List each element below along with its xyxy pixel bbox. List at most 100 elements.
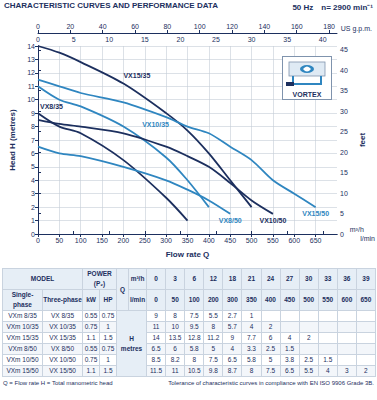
svg-text:10: 10: [340, 190, 348, 197]
html-text:VORTEX: VORTEX: [292, 91, 322, 98]
svg-text:9: 9: [31, 110, 35, 117]
svg-text:US g.p.m.: US g.p.m.: [341, 25, 372, 33]
svg-text:VX15/50: VX15/50: [302, 210, 329, 217]
svg-text:20: 20: [66, 23, 74, 30]
html-text:350: 350: [246, 296, 257, 303]
svg-text:180: 180: [323, 23, 335, 30]
html-text:HP: HP: [103, 296, 113, 303]
svg-text:140: 140: [259, 23, 271, 30]
svg-text:12: 12: [27, 69, 35, 76]
svg-text:40: 40: [319, 36, 327, 43]
html-text:50 Hz: 50 Hz: [292, 3, 314, 12]
svg-text:14: 14: [27, 43, 35, 50]
svg-text:0: 0: [340, 231, 344, 238]
svg-text:600: 600: [288, 237, 300, 244]
svg-text:7: 7: [31, 137, 35, 144]
svg-text:25: 25: [212, 36, 220, 43]
svg-text:2: 2: [31, 204, 35, 211]
svg-text:0: 0: [36, 23, 40, 30]
html-text:200: 200: [207, 296, 219, 303]
svg-text:m³/h: m³/h: [350, 226, 364, 233]
svg-text:550: 550: [267, 237, 279, 244]
svg-text:6: 6: [31, 150, 35, 157]
html-text:50: 50: [171, 296, 179, 303]
html-text:300: 300: [227, 296, 238, 303]
svg-text:VX8/35: VX8/35: [40, 103, 63, 110]
svg-text:650: 650: [310, 237, 322, 244]
svg-text:10: 10: [105, 36, 113, 43]
svg-text:0: 0: [36, 36, 40, 43]
svg-text:1: 1: [31, 217, 35, 224]
svg-text:80: 80: [163, 23, 171, 30]
svg-text:0: 0: [31, 231, 35, 238]
svg-text:100: 100: [194, 23, 206, 30]
svg-text:300: 300: [160, 237, 172, 244]
svg-text:l/min: l/min: [360, 235, 375, 242]
svg-text:20: 20: [340, 149, 348, 156]
html-text:MODEL: MODEL: [30, 275, 55, 282]
svg-text:60: 60: [131, 23, 139, 30]
svg-text:40: 40: [99, 23, 107, 30]
html-text:100: 100: [188, 296, 200, 303]
svg-text:Flow rate Q: Flow rate Q: [166, 250, 210, 259]
html-text:n= 2900 min⁻¹: n= 2900 min⁻¹: [321, 3, 373, 12]
svg-text:20: 20: [176, 36, 184, 43]
html-text:500: 500: [303, 296, 315, 303]
svg-text:25: 25: [340, 128, 348, 135]
html-text:39: 39: [362, 275, 370, 282]
svg-text:500: 500: [246, 237, 258, 244]
html-text:l/min: l/min: [129, 296, 146, 303]
html-text:m³/h: m³/h: [130, 275, 145, 282]
html-text:450: 450: [284, 296, 295, 303]
html-text:metres: metres: [120, 344, 143, 352]
svg-text:15: 15: [340, 169, 348, 176]
svg-text:30: 30: [248, 36, 256, 43]
svg-text:50: 50: [55, 237, 63, 244]
svg-text:VX10/35: VX10/35: [142, 121, 169, 128]
svg-text:10: 10: [27, 96, 35, 103]
svg-text:8: 8: [31, 123, 35, 130]
html-text:21: 21: [247, 275, 256, 282]
html-text:12: 12: [209, 275, 217, 282]
svg-text:100: 100: [75, 237, 87, 244]
svg-text:11: 11: [28, 83, 35, 90]
svg-text:VX10/50: VX10/50: [259, 217, 286, 224]
svg-text:35: 35: [340, 87, 348, 94]
svg-text:200: 200: [118, 237, 130, 244]
svg-text:250: 250: [139, 237, 151, 244]
html-text:Three-phase: Three-phase: [43, 296, 82, 303]
svg-text:15: 15: [141, 36, 149, 43]
svg-text:150: 150: [96, 237, 108, 244]
html-text:27: 27: [286, 275, 294, 282]
svg-text:5: 5: [72, 36, 76, 43]
html-text:POWER (P₂): POWER (P₂): [87, 270, 112, 287]
svg-text:35: 35: [283, 36, 291, 43]
svg-text:0: 0: [36, 237, 40, 244]
svg-text:VX8/50: VX8/50: [219, 217, 242, 224]
svg-text:feet: feet: [358, 133, 367, 148]
svg-text:350: 350: [182, 237, 194, 244]
html-text:24: 24: [266, 275, 275, 282]
svg-text:40: 40: [340, 67, 348, 74]
svg-text:4: 4: [31, 177, 35, 184]
svg-text:5: 5: [31, 163, 35, 170]
svg-text:3: 3: [31, 190, 35, 197]
svg-text:120: 120: [226, 23, 238, 30]
svg-text:30: 30: [340, 108, 348, 115]
svg-text:VX15/35: VX15/35: [123, 72, 150, 79]
svg-text:160: 160: [291, 23, 303, 30]
html-text:33: 33: [324, 275, 332, 282]
html-text:400: 400: [265, 296, 276, 303]
html-text:kW: kW: [86, 296, 96, 303]
html-text:Single-phase: Single-phase: [11, 291, 34, 308]
svg-text:400: 400: [203, 237, 215, 244]
html-text:30: 30: [305, 275, 313, 282]
svg-text:5: 5: [340, 210, 344, 217]
svg-text:45: 45: [340, 46, 348, 53]
html-text:18: 18: [228, 275, 236, 282]
html-text:CHARACTERISTIC CURVES AND PERF: CHARACTERISTIC CURVES AND PERFORMANCE DA…: [4, 1, 218, 10]
svg-text:450: 450: [224, 237, 236, 244]
svg-text:Head H (metres): Head H (metres): [8, 109, 17, 171]
svg-text:13: 13: [27, 56, 35, 63]
html-text:36: 36: [343, 275, 351, 282]
